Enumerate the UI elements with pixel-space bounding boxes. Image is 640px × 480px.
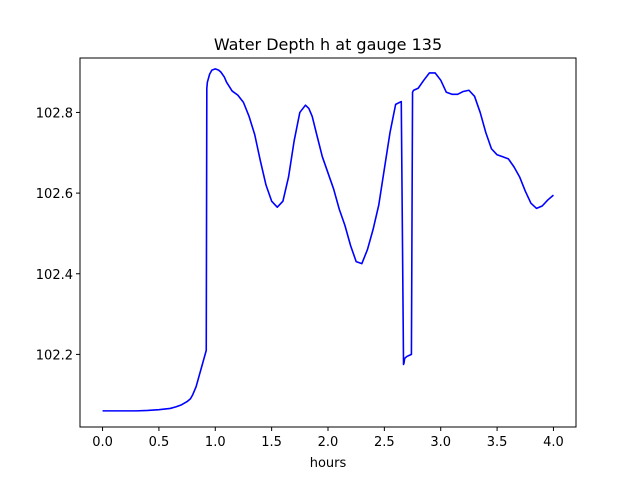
- x-axis: 0.0 0.5 1.0 1.5 2.0 2.5 3.0 3.5 4.0: [92, 427, 564, 450]
- y-tick-label: 102.2: [36, 348, 73, 363]
- x-tick-label: 0.0: [92, 435, 113, 450]
- x-tick-label: 1.0: [205, 435, 226, 450]
- y-tick-label: 102.6: [36, 187, 73, 202]
- x-tick-label: 3.5: [487, 435, 508, 450]
- chart-title: Water Depth h at gauge 135: [214, 35, 442, 54]
- x-tick-label: 4.0: [543, 435, 564, 450]
- x-tick-label: 1.5: [261, 435, 282, 450]
- y-tick-label: 102.4: [36, 268, 73, 283]
- series-layer: [102, 68, 554, 412]
- x-tick-label: 0.5: [149, 435, 170, 450]
- y-tick-label: 102.8: [36, 106, 73, 121]
- x-tick-label: 2.0: [318, 435, 339, 450]
- y-axis: 102.2 102.4 102.6 102.8: [36, 106, 80, 363]
- series-line: [102, 68, 554, 412]
- x-axis-label: hours: [310, 456, 347, 471]
- x-tick-label: 2.5: [374, 435, 395, 450]
- plot-frame: [79, 57, 577, 428]
- x-tick-label: 3.0: [430, 435, 451, 450]
